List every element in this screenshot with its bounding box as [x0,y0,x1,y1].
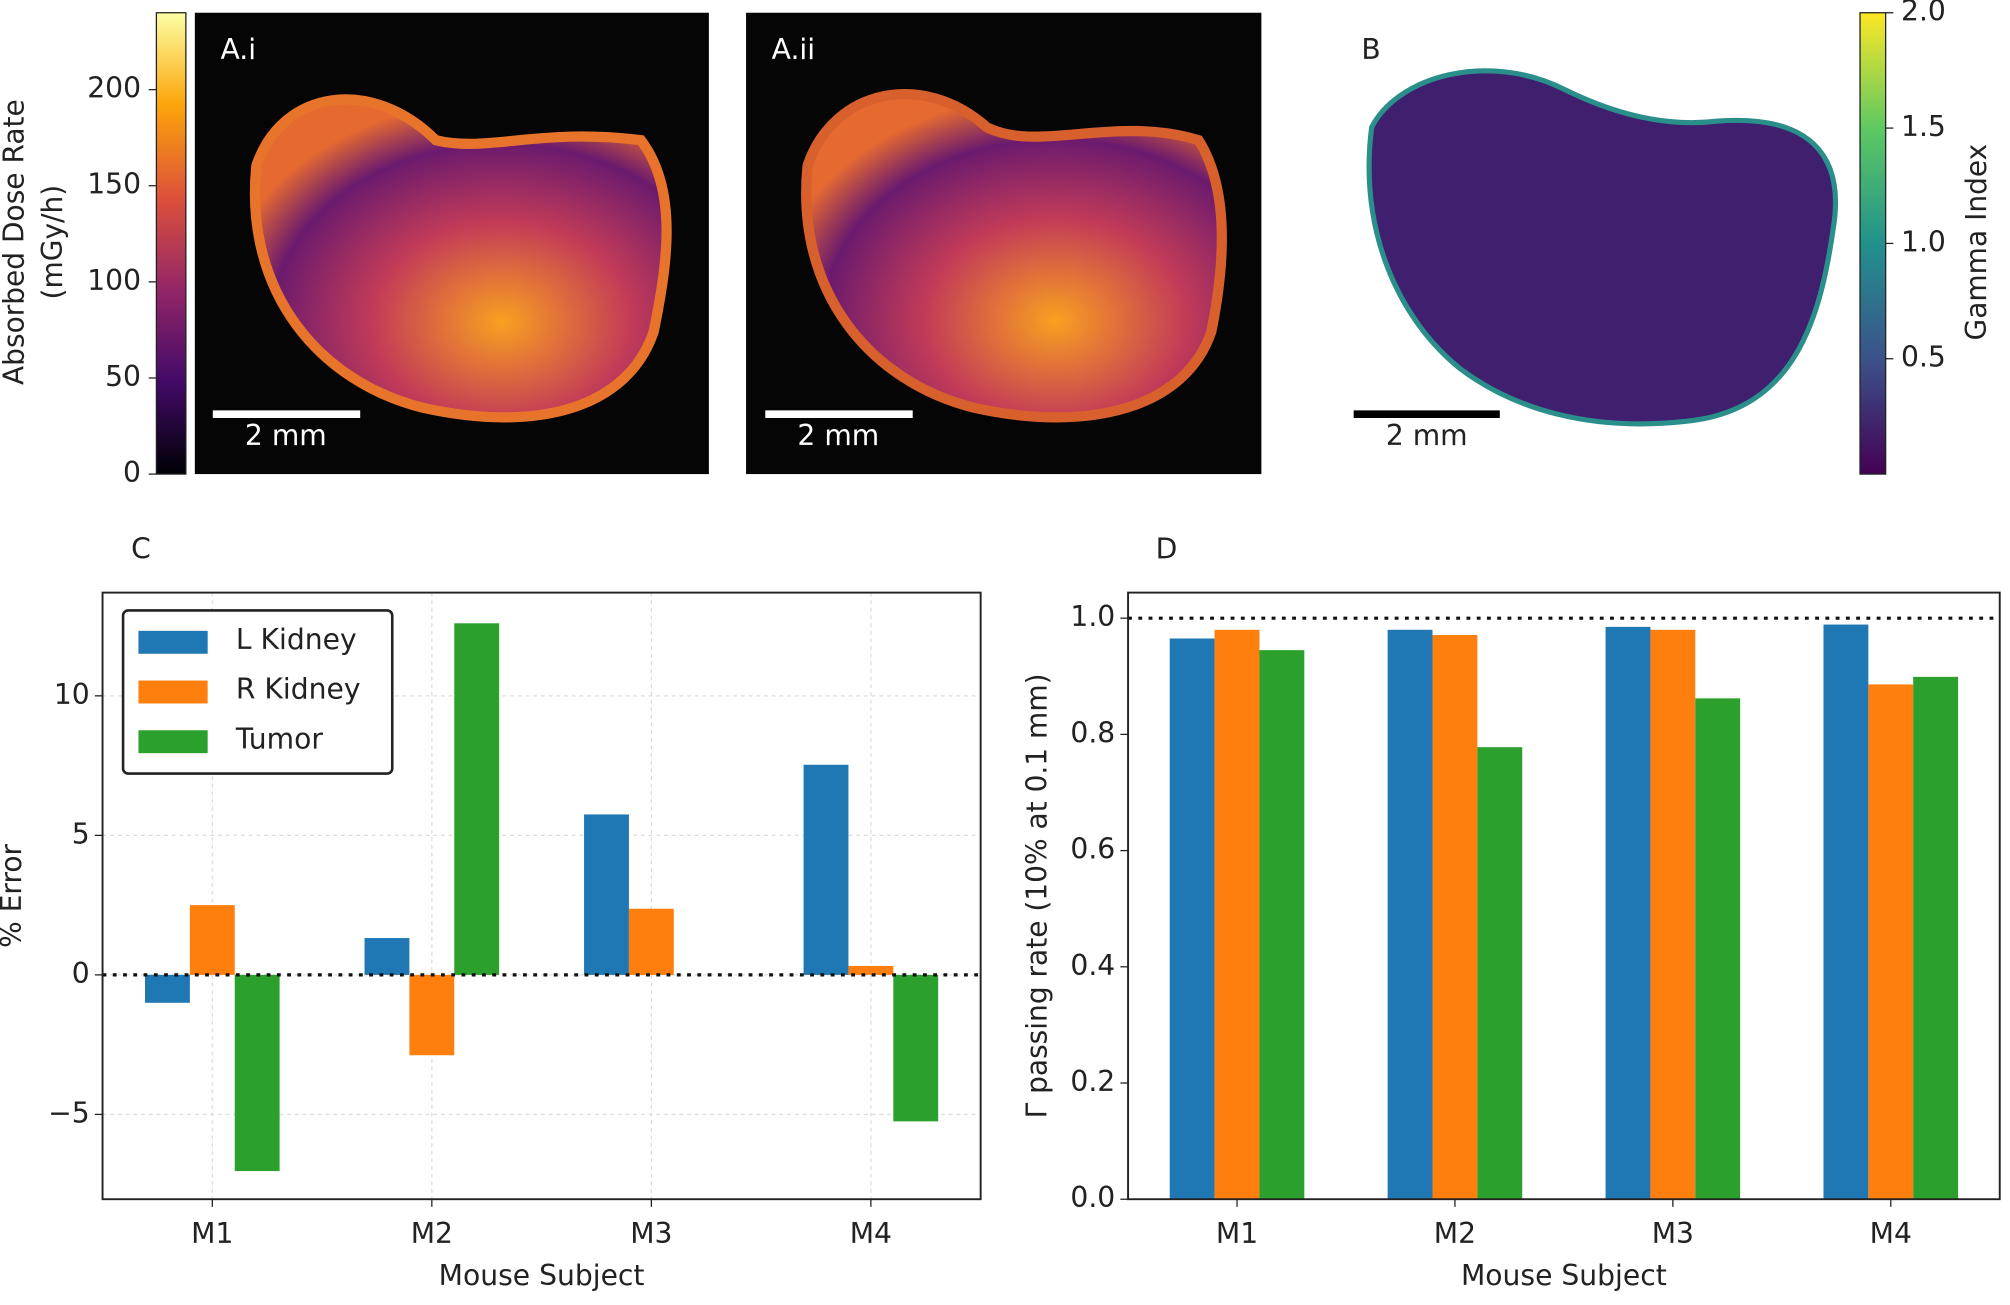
legend-label: R Kidney [236,673,361,706]
legend-label: Tumor [235,722,324,755]
bar [1259,650,1305,1200]
colorbar [155,12,187,475]
panel-label: D [1156,533,1178,566]
x-axis-label: Mouse Subject [1461,1259,1667,1292]
plot-frame [101,591,982,1201]
bar [1169,638,1215,1200]
bar [1913,676,1959,1200]
bar [364,938,410,975]
legend-swatch [138,680,208,704]
y-tick-label: 0.2 [1070,1065,1115,1098]
legend-swatch [138,730,208,754]
x-tick-label: M2 [411,1217,453,1250]
colorbar-tick-label: 0.5 [1901,341,1946,374]
scale-label: 2 mm [1386,419,1468,452]
y-tick-label: 10 [54,678,90,711]
y-tick-label: 0.8 [1070,716,1115,749]
panel-label: A.i [220,33,256,66]
y-tick-label: 5 [72,817,90,850]
colorbar-tick-label: 1.0 [1901,225,1946,258]
y-tick-label: 0.4 [1070,949,1115,982]
bar [893,974,939,1122]
colorbar-tick-label: 1.5 [1901,110,1946,143]
bar [1650,629,1696,1200]
panel-label: A.ii [772,33,815,66]
colorbar-tick-label: 200 [87,72,141,105]
x-tick-label: M4 [1870,1217,1912,1250]
bar [1387,629,1433,1200]
y-tick-label: −5 [48,1096,90,1129]
bar [848,965,894,975]
bar [1214,629,1260,1200]
colorbar-tick-label: 2.0 [1901,0,1946,28]
legend-swatch [138,630,208,654]
x-tick-label: M3 [1652,1217,1694,1250]
y-axis-label: % Error [0,844,28,948]
bar [1823,624,1869,1200]
plot-frame [1127,591,2001,1201]
bar [1432,635,1478,1200]
x-axis-label: Mouse Subject [439,1259,645,1292]
bar [454,623,500,975]
y-tick-label: 1.0 [1070,600,1115,633]
bar [1477,747,1523,1200]
x-tick-label: M1 [1216,1217,1258,1250]
bar [1605,626,1651,1200]
x-tick-label: M1 [191,1217,233,1250]
colorbar-tick-label: 100 [87,264,141,297]
colorbar-tick-label: 150 [87,168,141,201]
x-tick-label: M4 [850,1217,892,1250]
bar [1695,698,1741,1200]
y-tick-label: 0.0 [1070,1181,1115,1214]
colorbar-tick-label: 50 [105,360,141,393]
colorbar-tick-label: 0 [123,456,141,489]
bar [1868,684,1914,1200]
bar [803,764,849,975]
colorbar-label: Gamma Index [1960,144,1993,341]
bar [145,974,190,1003]
panel-label: B [1361,33,1380,66]
panel-label: C [131,533,151,566]
y-tick-label: 0 [72,957,90,990]
x-tick-label: M2 [1434,1217,1476,1250]
legend-label: L Kidney [236,623,357,656]
dose-map [801,89,1228,423]
y-tick-label: 0.6 [1070,833,1115,866]
bar [409,974,455,1056]
scale-label: 2 mm [245,419,327,452]
bar [189,905,235,975]
gamma-map [1366,68,1839,427]
bar [628,908,674,975]
dose-map [249,94,672,423]
bar [234,974,280,1172]
x-tick-label: M3 [630,1217,672,1250]
y-axis-label: Γ passing rate (10% at 0.1 mm) [1020,673,1053,1118]
scale-label: 2 mm [797,419,879,452]
colorbar-label: Absorbed Dose Rate [0,99,30,385]
colorbar [1859,12,1887,475]
colorbar-label: (mGy/h) [36,185,69,300]
bar [584,814,629,975]
